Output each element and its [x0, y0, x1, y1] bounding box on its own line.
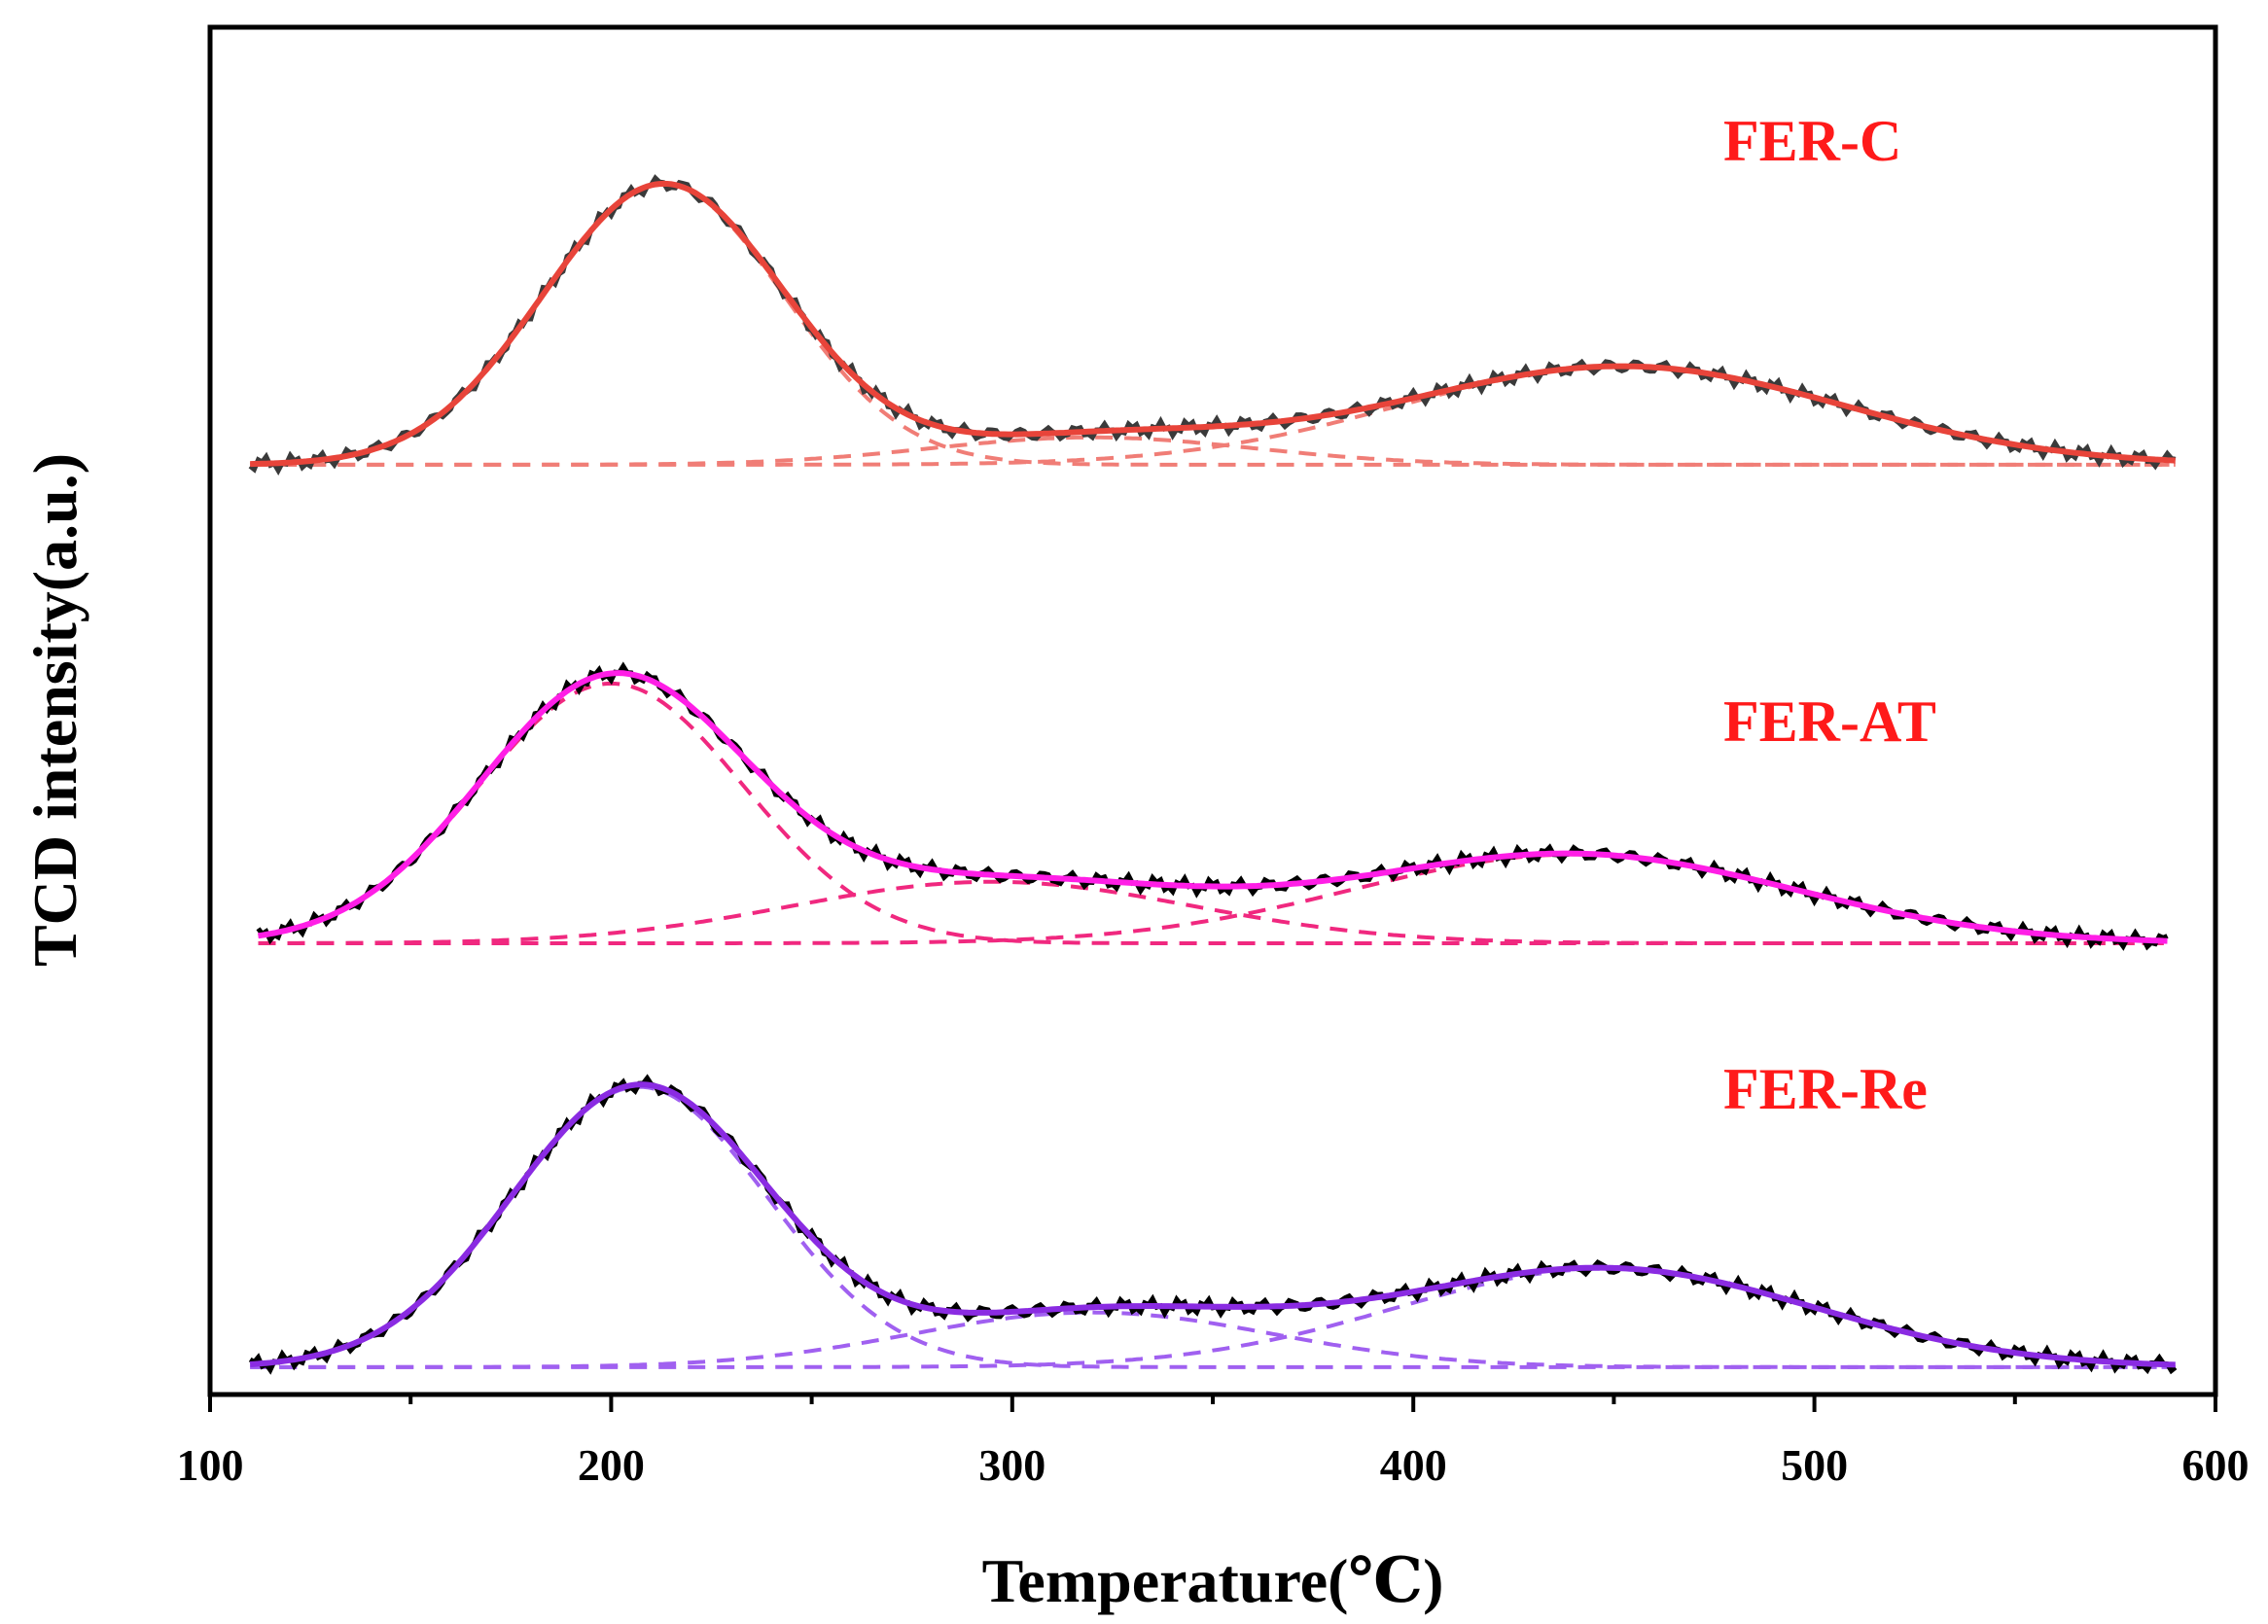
sample-label: FER-Re [1723, 1057, 1928, 1121]
plot-area [248, 174, 2178, 1375]
series-fer-c [248, 174, 2177, 477]
sample-label: FER-C [1723, 109, 1901, 173]
sample-labels: FER-C FER-AT FER-Re [1723, 109, 1936, 1121]
x-tick-label: 500 [1781, 1440, 1848, 1490]
component-peak-2 [250, 435, 2176, 467]
fit-curve [250, 180, 2176, 468]
component-peak-3 [258, 852, 2168, 945]
series-fer-at [256, 661, 2169, 951]
component-peak-2 [250, 1310, 2176, 1369]
x-tick-label: 600 [2182, 1440, 2250, 1490]
x-tick-label: 100 [177, 1440, 244, 1490]
sample-label: FER-AT [1723, 689, 1936, 754]
x-tick-label: 200 [578, 1440, 645, 1490]
series-fer-re [248, 1074, 2178, 1375]
x-tick-label: 300 [978, 1440, 1045, 1490]
y-axis-title: TCD intensity(a.u.) [20, 453, 89, 967]
fit-curve [258, 670, 2168, 944]
x-axis: 100 200 300 400 500 600 [177, 1395, 2250, 1490]
x-axis-title: Temperature(℃) [982, 1546, 1444, 1615]
component-peak-3 [250, 1266, 2176, 1369]
component-peak-1 [258, 681, 2168, 945]
x-tick-label: 400 [1380, 1440, 1447, 1490]
fit-curve [249, 1081, 2176, 1368]
